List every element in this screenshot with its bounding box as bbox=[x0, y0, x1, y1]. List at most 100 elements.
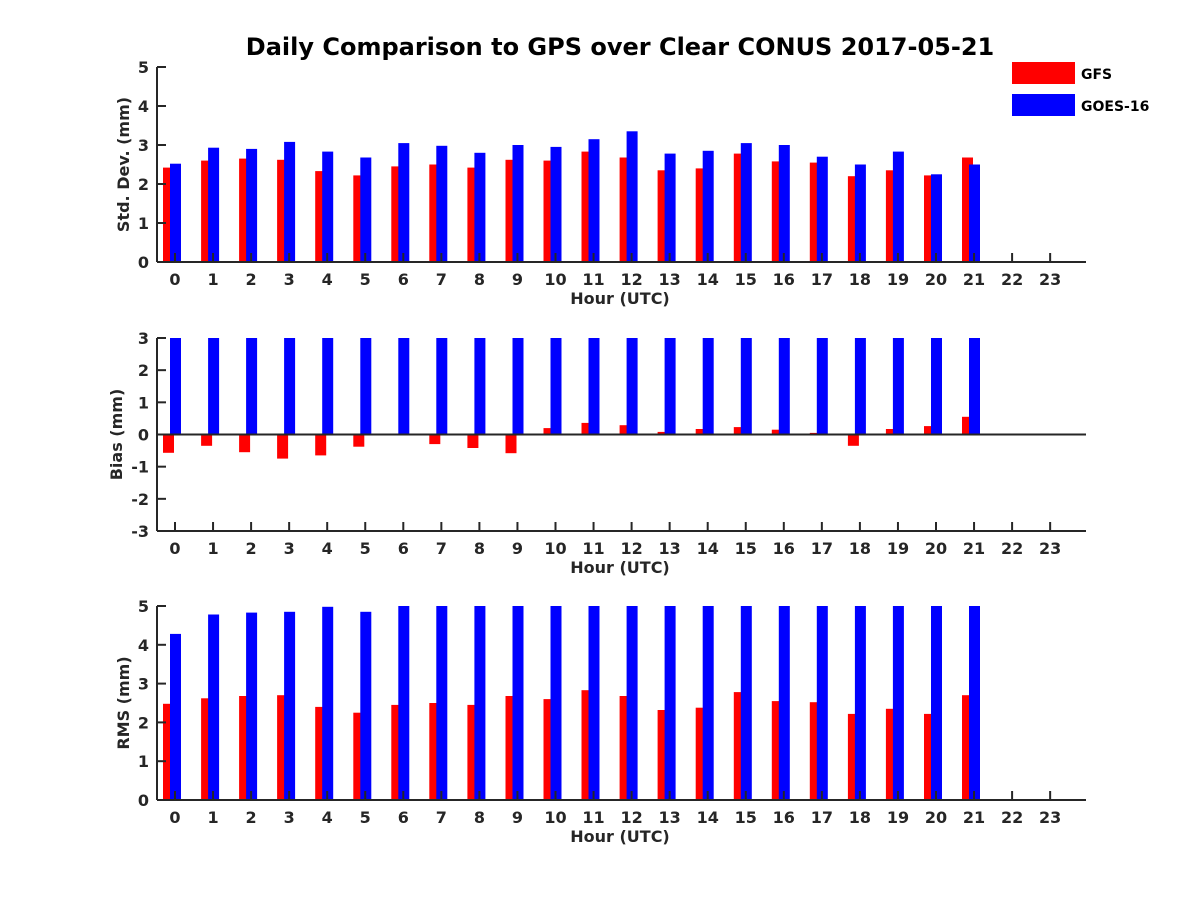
bar-goes-16-hour-2 bbox=[246, 148, 258, 262]
bar-goes-16-hour-1 bbox=[208, 147, 220, 262]
x-tick-label: 23 bbox=[1039, 270, 1061, 289]
bar-gfs-hour-1 bbox=[201, 160, 213, 262]
bar-goes-16-hour-12 bbox=[626, 338, 638, 435]
bar-gfs-hour-6 bbox=[391, 166, 403, 262]
bar-goes-16-hour-20 bbox=[931, 606, 942, 800]
bar-gfs-hour-14 bbox=[695, 168, 707, 262]
bar-gfs-hour-11 bbox=[581, 151, 593, 262]
x-axis-label: Hour (UTC) bbox=[570, 558, 670, 577]
x-ticks: 0 1 2 3 4 5 6 7 8 9 10 11 12 13 14 15 16 17 18 19 20 21 22 23 bbox=[169, 522, 1061, 558]
bar-gfs-hour-15 bbox=[733, 427, 745, 435]
x-tick-label: 12 bbox=[620, 270, 642, 289]
bar-gfs-hour-1 bbox=[201, 698, 213, 800]
x-tick-label: 1 bbox=[207, 270, 218, 289]
bar-gfs-hour-18 bbox=[847, 713, 859, 800]
bar-goes-16-hour-9 bbox=[512, 145, 524, 262]
x-ticks: 0 1 2 3 4 5 6 7 8 9 10 11 12 13 14 15 16 17 18 19 20 21 22 23 bbox=[169, 253, 1061, 289]
legend-item-gfs: GFS bbox=[1012, 62, 1112, 84]
bar-goes-16-hour-19 bbox=[892, 151, 904, 262]
bar-gfs-hour-20 bbox=[924, 713, 935, 800]
y-axis-label: Bias (mm) bbox=[107, 389, 126, 481]
bar-gfs-hour-3 bbox=[277, 159, 289, 262]
series-gfs bbox=[163, 416, 973, 459]
bar-goes-16-hour-0 bbox=[170, 163, 181, 262]
bar-goes-16-hour-12 bbox=[626, 606, 638, 800]
x-tick-label: 1 bbox=[207, 808, 218, 827]
bar-gfs-hour-12 bbox=[619, 425, 631, 435]
x-tick-label: 22 bbox=[1001, 270, 1023, 289]
bar-goes-16-hour-2 bbox=[246, 338, 258, 435]
series-gfs bbox=[163, 690, 973, 800]
x-tick-label: 2 bbox=[246, 270, 257, 289]
bar-goes-16-hour-8 bbox=[474, 606, 486, 800]
bar-goes-16-hour-12 bbox=[626, 131, 638, 262]
bar-goes-16-hour-15 bbox=[740, 338, 752, 435]
x-tick-label: 14 bbox=[697, 539, 719, 558]
bar-gfs-hour-2 bbox=[239, 696, 251, 800]
bar-gfs-hour-0 bbox=[163, 167, 174, 262]
y-tick-label: -2 bbox=[131, 490, 149, 509]
x-tick-label: 7 bbox=[436, 808, 447, 827]
bar-gfs-hour-21 bbox=[962, 157, 973, 262]
y-tick-label: 5 bbox=[138, 597, 149, 616]
x-tick-label: 5 bbox=[360, 808, 371, 827]
x-tick-label: 15 bbox=[735, 270, 757, 289]
y-tick-label: 1 bbox=[138, 214, 149, 233]
x-axis-label: Hour (UTC) bbox=[570, 827, 670, 846]
bar-gfs-hour-11 bbox=[581, 422, 593, 435]
bar-goes-16-hour-17 bbox=[816, 156, 828, 262]
x-tick-label: 16 bbox=[773, 270, 795, 289]
bar-gfs-hour-5 bbox=[353, 175, 365, 262]
bar-goes-16-hour-0 bbox=[170, 338, 181, 435]
x-tick-label: 8 bbox=[474, 808, 485, 827]
bar-goes-16-hour-3 bbox=[284, 141, 296, 262]
y-tick-label: 2 bbox=[138, 175, 149, 194]
bar-gfs-hour-15 bbox=[733, 153, 745, 262]
legend-item-goes-16: GOES-16 bbox=[1012, 94, 1149, 116]
bar-goes-16-hour-14 bbox=[702, 606, 714, 800]
bar-gfs-hour-12 bbox=[619, 157, 631, 262]
bar-gfs-hour-3 bbox=[277, 434, 289, 459]
bar-goes-16-hour-19 bbox=[892, 338, 904, 435]
bar-gfs-hour-19 bbox=[885, 429, 897, 435]
bar-goes-16-hour-16 bbox=[778, 338, 790, 435]
bar-goes-16-hour-6 bbox=[398, 606, 410, 800]
x-tick-label: 9 bbox=[512, 808, 523, 827]
bar-gfs-hour-16 bbox=[771, 429, 783, 435]
x-tick-label: 18 bbox=[849, 270, 871, 289]
y-tick-label: 3 bbox=[138, 136, 149, 155]
x-tick-label: 0 bbox=[169, 539, 180, 558]
x-tick-label: 7 bbox=[436, 270, 447, 289]
bar-goes-16-hour-15 bbox=[740, 606, 752, 800]
x-tick-label: 3 bbox=[284, 270, 295, 289]
y-tick-label: 4 bbox=[138, 636, 149, 655]
bar-goes-16-hour-18 bbox=[854, 606, 866, 800]
bar-gfs-hour-0 bbox=[163, 703, 174, 800]
x-tick-label: 6 bbox=[398, 270, 409, 289]
bar-gfs-hour-2 bbox=[239, 434, 251, 453]
x-tick-label: 15 bbox=[735, 539, 757, 558]
x-tick-label: 6 bbox=[398, 808, 409, 827]
bar-goes-16-hour-21 bbox=[969, 164, 980, 262]
y-tick-label: 3 bbox=[138, 675, 149, 694]
bar-goes-16-hour-21 bbox=[969, 338, 980, 435]
bar-goes-16-hour-8 bbox=[474, 338, 486, 435]
bar-goes-16-hour-20 bbox=[931, 338, 942, 435]
bar-gfs-hour-10 bbox=[543, 428, 555, 435]
x-tick-label: 14 bbox=[697, 270, 719, 289]
y-tick-label: 1 bbox=[138, 752, 149, 771]
x-tick-label: 4 bbox=[322, 539, 333, 558]
series-goes-16 bbox=[170, 606, 980, 800]
x-tick-label: 0 bbox=[169, 270, 180, 289]
series-goes-16 bbox=[170, 131, 980, 263]
bar-goes-16-hour-0 bbox=[170, 633, 181, 800]
bar-gfs-hour-5 bbox=[353, 712, 365, 800]
x-tick-label: 16 bbox=[773, 808, 795, 827]
bar-goes-16-hour-8 bbox=[474, 152, 486, 262]
x-tick-label: 12 bbox=[620, 539, 642, 558]
series-gfs bbox=[163, 151, 973, 262]
